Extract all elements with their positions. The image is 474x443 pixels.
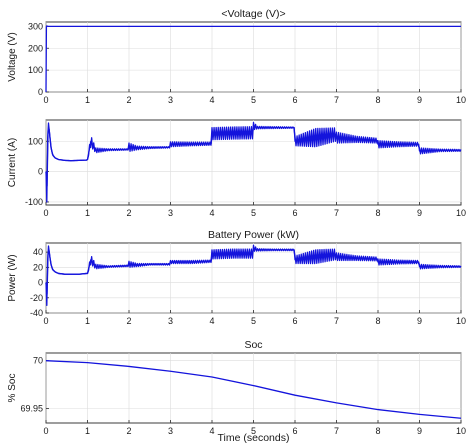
x-tick-label: 9 — [417, 426, 422, 436]
x-tick-label: 1 — [85, 426, 90, 436]
series-line — [45, 25, 461, 93]
series-line — [45, 245, 461, 307]
x-tick-label: 3 — [168, 316, 173, 326]
x-tick-label: 8 — [375, 95, 380, 105]
chart-title: Soc — [244, 339, 262, 351]
x-tick-label: 10 — [456, 426, 466, 436]
x-tick-label: 4 — [209, 95, 214, 105]
x-tick-label: 7 — [334, 316, 339, 326]
x-tick-label: 4 — [209, 426, 214, 436]
x-tick-label: 7 — [334, 95, 339, 105]
y-axis-label: Power (W) — [7, 254, 18, 301]
series-line — [45, 360, 462, 419]
x-tick-label: 2 — [126, 208, 131, 218]
y-tick-label: 70 — [33, 356, 43, 366]
x-tick-label: 5 — [251, 316, 256, 326]
y-axis-label: Current (A) — [7, 138, 18, 187]
x-tick-label: 6 — [292, 426, 297, 436]
x-tick-label: 3 — [168, 208, 173, 218]
x-tick-label: 3 — [168, 426, 173, 436]
x-tick-label: 1 — [85, 208, 90, 218]
y-tick-label: 20 — [33, 262, 43, 272]
x-tick-label: 9 — [417, 95, 422, 105]
x-tick-label: 6 — [292, 316, 297, 326]
chart-panel-4: 0 1 2 3 4 5 6 7 8 9 10 69.95 70 Soc % Soc Time (seconds… — [7, 339, 466, 443]
x-tick-label: 8 — [375, 426, 380, 436]
chart-title: Battery Power (kW) — [208, 229, 299, 241]
x-tick-label: 0 — [43, 426, 48, 436]
y-tick-label: 0 — [38, 167, 43, 177]
x-tick-label: 5 — [251, 208, 256, 218]
y-tick-label: 40 — [33, 247, 43, 257]
y-tick-label: 0 — [38, 87, 43, 97]
x-tick-label: 2 — [126, 95, 131, 105]
x-tick-label: 4 — [209, 316, 214, 326]
x-tick-label: 6 — [292, 95, 297, 105]
x-tick-label: 2 — [126, 426, 131, 436]
y-tick-label: 100 — [28, 136, 43, 146]
x-tick-label: 10 — [456, 316, 466, 326]
y-tick-label: 300 — [28, 21, 43, 31]
x-tick-label: 0 — [43, 208, 48, 218]
y-tick-label: 200 — [28, 43, 43, 53]
x-tick-label: 10 — [456, 95, 466, 105]
x-tick-label: 1 — [85, 316, 90, 326]
y-tick-label: -40 — [30, 308, 43, 318]
x-tick-label: 6 — [292, 208, 297, 218]
x-axis-label: Time (seconds) — [218, 432, 290, 443]
y-tick-label: 100 — [28, 65, 43, 75]
chart-panel-3: 0 1 2 3 4 5 6 7 8 9 10 -40 -20 0 20 40 Battery Power (kW… — [7, 229, 466, 326]
y-tick-label: -20 — [30, 293, 43, 303]
x-tick-label: 10 — [456, 208, 466, 218]
x-tick-label: 1 — [85, 95, 90, 105]
y-axis-label: % Soc — [7, 374, 18, 403]
x-tick-label: 8 — [375, 208, 380, 218]
x-tick-label: 5 — [251, 95, 256, 105]
x-tick-label: 9 — [417, 208, 422, 218]
series-line — [45, 122, 461, 203]
x-tick-label: 8 — [375, 316, 380, 326]
x-tick-label: 9 — [417, 316, 422, 326]
y-axis-label: Voltage (V) — [7, 32, 18, 81]
x-tick-label: 0 — [43, 95, 48, 105]
y-tick-label: 0 — [38, 278, 43, 288]
x-tick-label: 7 — [334, 426, 339, 436]
y-tick-label: 69.95 — [20, 404, 43, 414]
x-tick-label: 2 — [126, 316, 131, 326]
x-tick-label: 5 — [251, 426, 256, 436]
chart-title: <Voltage (V)> — [221, 8, 285, 20]
x-tick-label: 4 — [209, 208, 214, 218]
x-tick-label: 7 — [334, 208, 339, 218]
y-tick-label: -100 — [25, 197, 43, 207]
x-tick-label: 3 — [168, 95, 173, 105]
x-tick-label: 0 — [43, 316, 48, 326]
